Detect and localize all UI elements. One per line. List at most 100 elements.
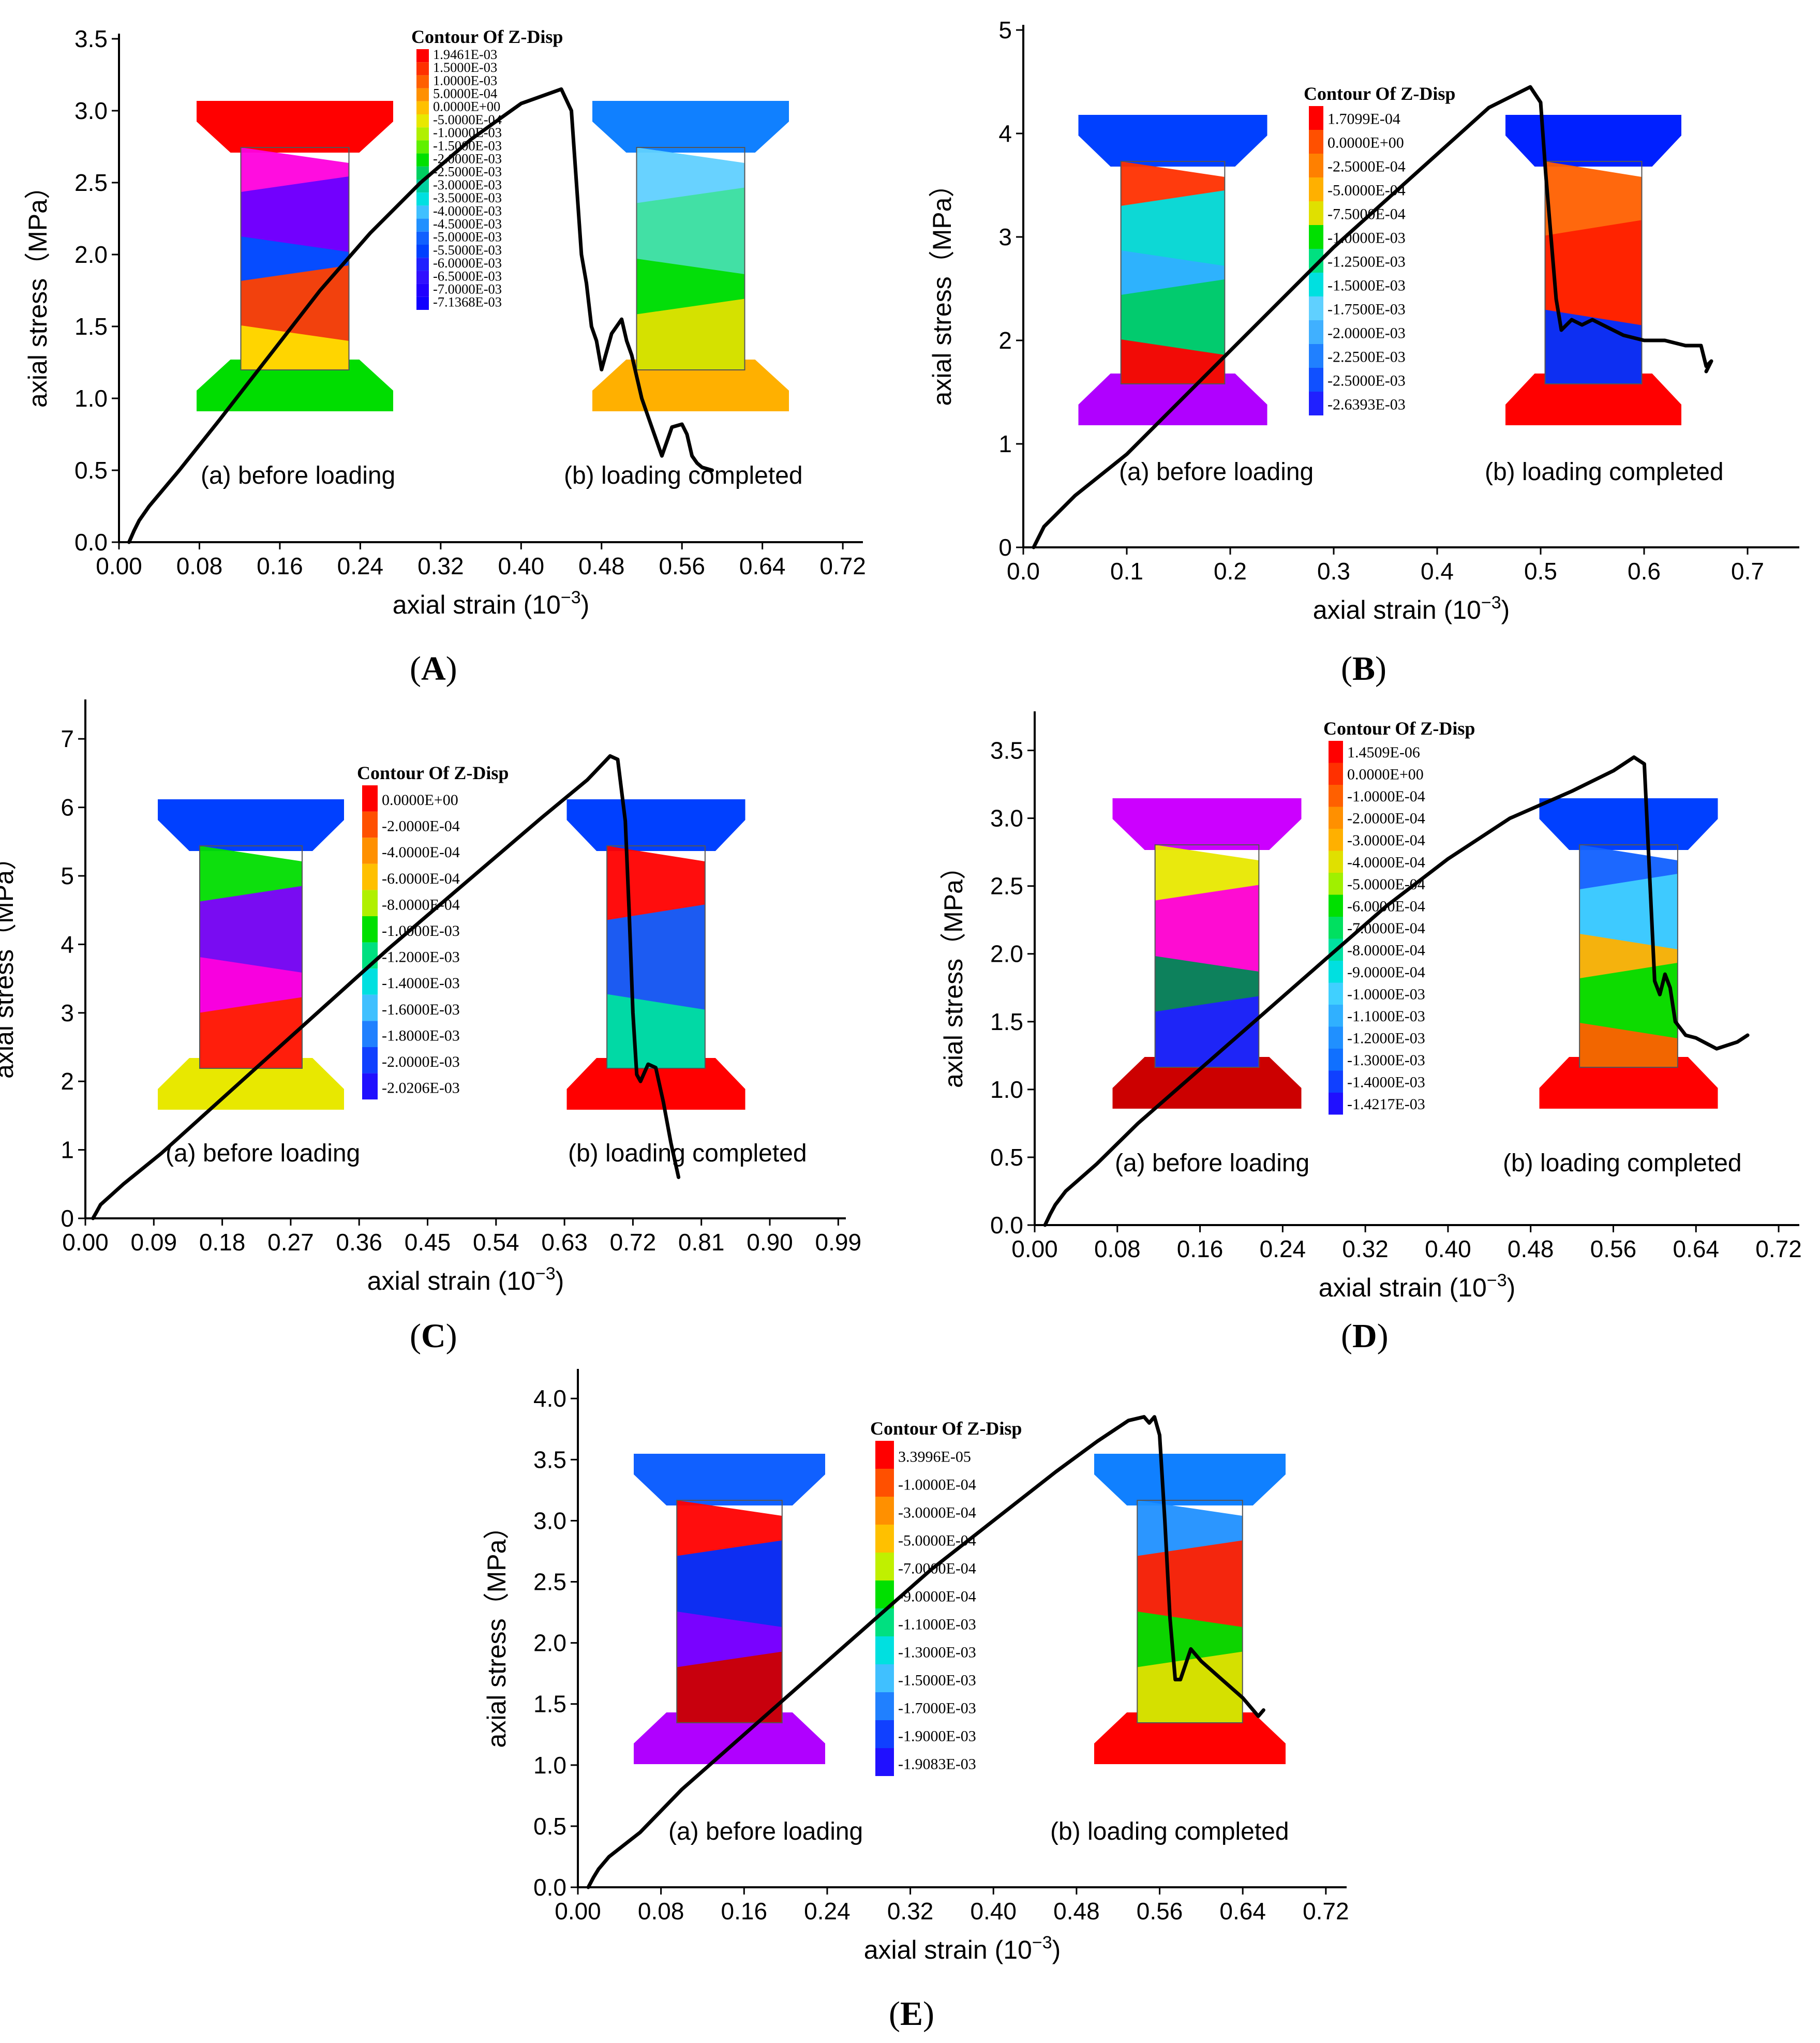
x-tick-label: 0.40 [498,553,545,579]
before-specimen-band [677,1651,782,1723]
contour-value: -6.5000E-03 [433,268,502,284]
panel-c: Contour Of Z-Disp 0.0000E+00 -2.0000E-04 -4… [0,699,861,1295]
contour-value: -2.6393E-03 [1327,396,1406,413]
contour-swatch [362,1047,378,1073]
y-tick-label: 1.5 [74,313,108,340]
after-specimen-cap-top [1505,115,1681,167]
y-tick-label: 5 [61,862,74,889]
contour-title: Contour Of Z-Disp [1323,718,1475,739]
x-tick-label: 0.64 [739,553,786,579]
y-tick-label: 2.5 [990,873,1023,900]
y-axis-label: axial stress（MPa） [939,854,968,1088]
x-tick-label: 0.64 [1673,1235,1720,1262]
y-tick-label: 2.0 [990,941,1023,967]
contour-swatch [362,968,378,995]
x-tick-label: 0.1 [1110,558,1143,585]
contour-swatch [1309,106,1323,130]
contour-swatch [1329,807,1343,829]
after-specimen-outline [1544,161,1643,384]
y-tick-label: 7 [61,725,74,752]
contour-value: -1.0000E-03 [382,922,460,940]
contour-value: -5.0000E-04 [1327,182,1406,199]
y-tick-label: 3.0 [74,97,108,124]
panel-label-d: (D) [1341,1317,1389,1355]
y-tick-label: 1.0 [533,1752,566,1779]
series-line-stress-strain [127,87,714,544]
contour-title: Contour Of Z-Disp [870,1418,1022,1439]
contour-value: -3.0000E-03 [433,177,502,192]
before-specimen-outline [1120,161,1226,384]
contour-swatch [875,1469,894,1497]
x-axis-label: axial strain (10−3) [1319,1271,1516,1302]
contour-value: -6.0000E-03 [433,255,502,271]
x-tick-label: 0.56 [1590,1235,1637,1262]
contour-swatch [416,127,429,141]
y-tick-label: 3.0 [533,1507,566,1534]
contour-value: 1.4509E-06 [1347,744,1420,761]
x-tick-label: 0.09 [131,1229,177,1256]
y-axis-label: axial stress（MPa） [0,844,19,1079]
before-specimen-cap-top [1078,115,1267,167]
after-specimen-outline [636,147,745,370]
series-line-stress-strain [1043,755,1750,1227]
contour-value: -1.7500E-03 [1327,301,1406,318]
y-tick-label: 6 [61,794,74,821]
panel-e: Contour Of Z-Disp 3.3996E-05 -1.0000E-04 -3… [482,1369,1349,1964]
y-tick-label: 0.0 [74,529,108,556]
after-specimen-band [1137,1651,1243,1723]
contour-value: -5.0000E-03 [433,229,502,245]
x-tick-label: 0.16 [1177,1235,1224,1262]
x-tick-label: 0.0 [1007,558,1040,585]
contour-value: -4.0000E-04 [382,844,460,861]
contour-swatch [362,916,378,943]
x-tick-label: 0.27 [267,1229,314,1256]
after-specimen-cap-top [566,799,745,851]
after-specimen-cap-bottom [1505,374,1681,425]
y-axis-label: axial stress（MPa） [928,172,957,406]
y-tick-label: 3.5 [990,737,1023,764]
contour-value: -1.0000E-04 [1347,788,1425,805]
y-tick-label: 1 [998,430,1012,457]
x-tick-label: 0.08 [638,1898,684,1925]
contour-swatch [1309,154,1323,177]
contour-value: -1.1000E-03 [1347,1008,1425,1025]
after-specimen-outline [1579,844,1678,1068]
y-tick-label: 1 [61,1137,74,1164]
x-tick-label: 0.6 [1628,558,1661,585]
x-tick-label: 0.48 [1053,1898,1100,1925]
contour-swatch [416,245,429,258]
annotation-loading-completed: (b) loading completed [568,1140,807,1167]
contour-swatch [416,205,429,219]
y-tick-label: 1.0 [990,1076,1023,1103]
y-tick-label: 0.0 [990,1212,1023,1239]
before-specimen-cap-top [158,799,344,851]
panel-label-a: (A) [410,650,457,688]
x-tick-label: 0.08 [1094,1235,1141,1262]
panel-a: Contour Of Z-Disp1.9461E-031.5000E-031.0… [23,25,866,619]
contour-value: -1.6000E-03 [382,1001,460,1018]
x-axis-label: axial strain (10−3) [393,588,590,619]
x-tick-label: 0.2 [1214,558,1247,585]
contour-swatch [416,49,429,63]
contour-title: Contour Of Z-Disp [357,763,509,783]
contour-swatch [875,1497,894,1525]
annotation-before-loading: (a) before loading [166,1140,360,1167]
before-specimen-cap-bottom [634,1712,825,1764]
panel-b: Contour Of Z-Disp 1.7099E-04 0.0000E+00 -2.… [928,17,1799,624]
contour-value: -2.0000E-04 [382,818,460,835]
contour-swatch [1329,1026,1343,1049]
before-specimen-outline [1154,844,1260,1068]
contour-value: -4.5000E-03 [433,216,502,232]
x-tick-label: 0.24 [1260,1235,1306,1262]
x-tick-label: 0.16 [257,553,303,579]
contour-swatch [1309,201,1323,225]
annotation-loading-completed: (b) loading completed [1485,458,1724,486]
y-tick-label: 2 [998,327,1012,354]
x-tick-label: 0.5 [1524,558,1557,585]
panel-d: Contour Of Z-Disp 1.4509E-06 0.0000E+00 -1.… [939,711,1802,1302]
contour-value: -2.0000E-03 [1327,325,1406,342]
contour-value: -2.0000E-03 [382,1053,460,1070]
contour-swatch [1309,273,1323,296]
contour-swatch [362,994,378,1021]
y-tick-label: 3 [61,1000,74,1026]
